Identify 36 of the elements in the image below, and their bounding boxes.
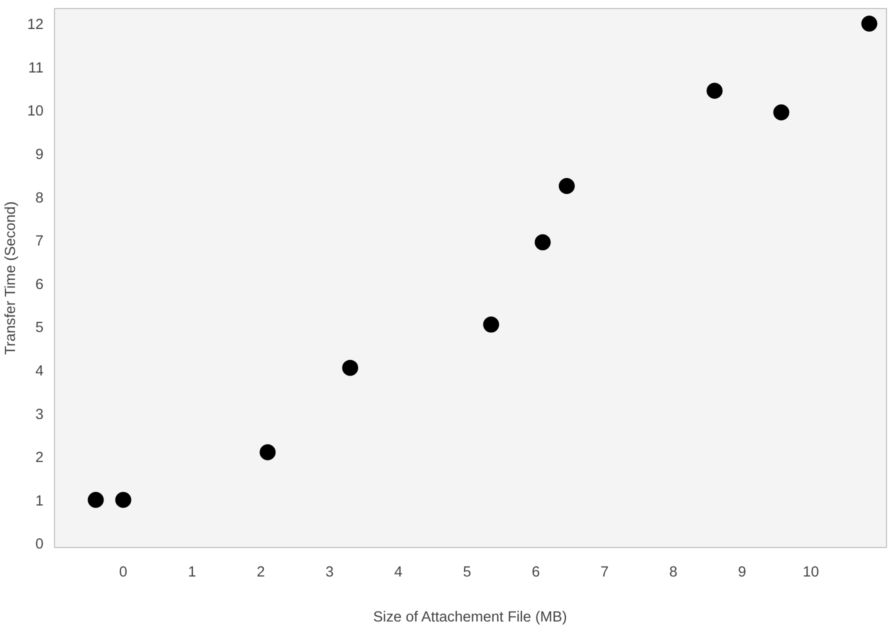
y-tick-label: 12 — [27, 17, 44, 34]
x-tick-label: 9 — [738, 564, 746, 580]
y-tick-label: 4 — [35, 364, 44, 380]
y-tick-label: 11 — [28, 60, 44, 76]
point — [483, 316, 500, 333]
x-tick-label: 7 — [600, 564, 609, 580]
x-tick-label: 8 — [669, 564, 678, 580]
y-tick-label: 3 — [35, 406, 44, 423]
point — [861, 16, 878, 32]
x-tick-label: 4 — [394, 564, 402, 580]
y-tick-label: 0 — [35, 536, 44, 553]
y-tick-label: 10 — [27, 104, 44, 120]
point — [773, 104, 790, 120]
x-tick-label: 1 — [188, 564, 196, 580]
x-tick-label: 5 — [462, 564, 472, 580]
y-tick-label: 6 — [35, 276, 44, 293]
point — [115, 492, 132, 508]
y-tick-label: 9 — [35, 147, 44, 164]
x-axis-title: Size of Attachement File (MB) — [373, 610, 568, 626]
y-tick-label: 2 — [35, 450, 44, 466]
y-tick-label: 5 — [35, 320, 44, 336]
y-tick-label: 7 — [35, 234, 44, 250]
y-tick-label: 8 — [35, 190, 44, 206]
y-axis-title: Transfer Time (Second) — [3, 201, 20, 355]
point — [534, 234, 551, 250]
x-tick-label: 3 — [325, 564, 334, 580]
x-tick-label: 0 — [119, 564, 128, 580]
x-tick-label: 2 — [256, 564, 265, 580]
x-tick-label: 6 — [532, 564, 540, 580]
point — [260, 444, 276, 460]
point — [558, 178, 575, 194]
x-tick-label: 10 — [802, 564, 820, 580]
point — [88, 492, 104, 508]
y-tick-label: 1 — [35, 493, 44, 510]
point — [706, 82, 723, 99]
point — [342, 360, 358, 376]
